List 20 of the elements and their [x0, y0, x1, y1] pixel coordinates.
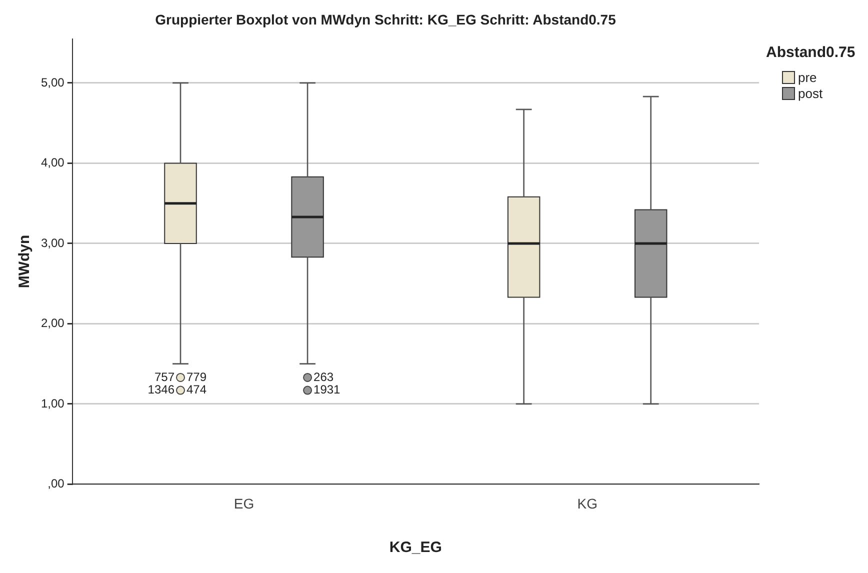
annotation: 757 [154, 370, 175, 384]
x-axis-title: KG_EG [389, 539, 442, 556]
annotation: 263 [314, 370, 334, 384]
annotation: 779 [186, 370, 207, 384]
legend-label: pre [798, 70, 817, 84]
legend-label: post [798, 86, 823, 100]
chart-title: Gruppierter Boxplot von MWdyn Schritt: KG_EG Schritt: Abstand0.75 [155, 11, 616, 28]
y-tick-label: 2,00 [40, 316, 65, 330]
y-tick-label: ,00 [48, 476, 65, 491]
annotation: 1931 [314, 382, 341, 397]
y-tick-label: 4,00 [40, 156, 65, 170]
y-tick-label: 3,00 [40, 236, 65, 250]
annotation: 1346 [148, 382, 175, 397]
y-tick-label: 5,00 [40, 75, 65, 90]
y-axis-title: MWdyn [16, 234, 34, 288]
x-tick-label: EG [234, 495, 254, 512]
x-tick-label: KG [577, 495, 598, 512]
legend-title: Abstand0.75 [766, 44, 856, 61]
annotation: 474 [186, 382, 207, 397]
y-tick-label: 1,00 [40, 396, 65, 410]
